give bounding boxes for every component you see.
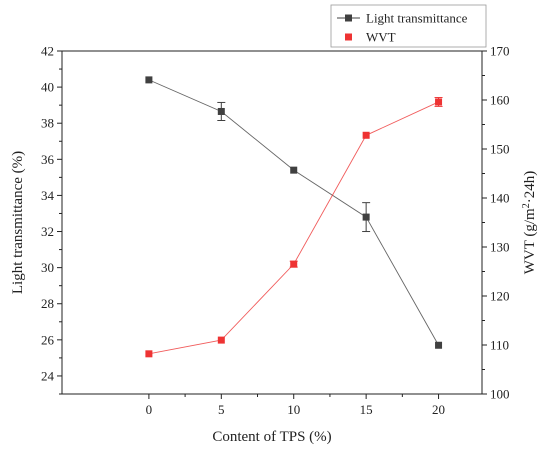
- legend: Light transmittance WVT: [330, 4, 487, 48]
- x-tick-label: 5: [218, 402, 225, 417]
- y-right-tick-label: 120: [490, 289, 510, 304]
- data-point-wvt: [290, 260, 298, 268]
- series-line-wvt: [148, 101, 439, 355]
- series-line-light-transmittance: [148, 79, 439, 346]
- y-left-axis-title: Light transmittance (%): [10, 151, 26, 294]
- legend-label-light-transmittance: Light transmittance: [366, 11, 468, 26]
- series-layer: [145, 76, 443, 358]
- y-left-tick-label: 32: [41, 224, 54, 239]
- y-right-tick-label: 160: [490, 93, 510, 108]
- y-left-tick-label: 30: [41, 260, 54, 275]
- y-right-axis-title: WVT (g/m2·24h): [521, 171, 539, 274]
- x-axis-title: Content of TPS (%): [212, 429, 331, 445]
- data-point-light-transmittance: [362, 213, 370, 221]
- y-left-tick-label: 38: [41, 116, 54, 131]
- y-right-tick-label: 110: [490, 338, 509, 353]
- x-tick-label: 15: [360, 402, 373, 417]
- y-left-tick-label: 24: [41, 368, 55, 383]
- y-left-tick-label: 36: [41, 152, 55, 167]
- data-point-light-transmittance: [435, 341, 443, 349]
- plot-frame: [61, 50, 483, 395]
- y-left-tick-label: 26: [41, 332, 55, 347]
- y-right-tick-label: 130: [490, 240, 510, 255]
- y-right-tick-label: 170: [490, 44, 510, 59]
- data-point-wvt: [217, 336, 225, 344]
- data-point-wvt: [145, 350, 153, 358]
- legend-label-wvt: WVT: [366, 30, 396, 45]
- y-right-axis-title-superscript: 2: [521, 203, 532, 208]
- axis-layer: 0 5 10 15 20 24 26 28 30 32 34 36 38 40 42 100 110 120 130…: [41, 44, 510, 418]
- y-left-tick-label: 34: [41, 188, 55, 203]
- x-tick-label: 20: [432, 402, 445, 417]
- y-right-axis-title-main: WVT (g/m: [522, 208, 538, 274]
- x-tick-label: 0: [146, 402, 153, 417]
- legend-marker-wvt: [345, 33, 352, 41]
- y-left-tick-label: 28: [41, 296, 54, 311]
- data-point-light-transmittance: [145, 76, 153, 84]
- y-left-tick-label: 42: [41, 44, 54, 59]
- x-tick-label: 10: [287, 402, 300, 417]
- y-right-axis-title-tail: ·24h): [522, 171, 538, 204]
- data-point-wvt: [362, 131, 370, 139]
- data-point-light-transmittance: [290, 166, 298, 174]
- y-right-tick-label: 150: [490, 142, 510, 157]
- data-point-wvt: [435, 98, 443, 106]
- y-left-tick-label: 40: [41, 80, 54, 95]
- legend-marker-light-transmittance: [345, 14, 352, 22]
- y-right-tick-label: 100: [490, 387, 510, 402]
- data-point-light-transmittance: [217, 107, 225, 115]
- legend-box: [330, 4, 487, 48]
- y-right-tick-label: 140: [490, 191, 510, 206]
